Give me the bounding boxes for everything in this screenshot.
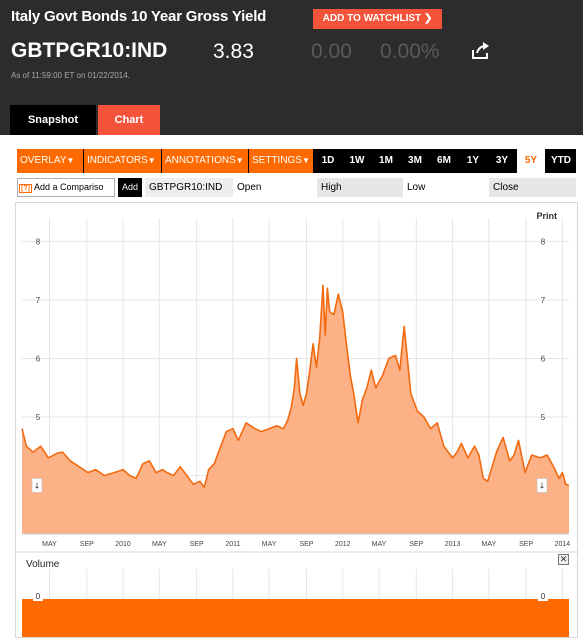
down-arrow-icon: ↓ — [34, 481, 41, 490]
low-field: Low — [403, 178, 489, 197]
volume-bar — [22, 599, 569, 637]
open-field: Open — [233, 178, 315, 197]
high-field: High — [317, 178, 403, 197]
range-5y[interactable]: 5Y — [517, 149, 545, 173]
chevron-down-icon: ▼ — [302, 156, 310, 165]
x-tick-label: 2011 — [225, 541, 240, 548]
y-tick-label: 8 — [541, 237, 546, 246]
volume-tick-right: 0 — [541, 592, 546, 601]
range-1d[interactable]: 1D — [321, 155, 335, 166]
x-tick-label: MAY — [152, 541, 167, 548]
add-compare-button[interactable]: Add — [118, 178, 142, 197]
y-tick-label: 5 — [541, 413, 546, 422]
range-1m[interactable]: 1M — [379, 155, 393, 166]
x-tick-label: MAY — [262, 541, 277, 548]
x-tick-label: MAY — [481, 541, 496, 548]
y-tick-label: 6 — [541, 354, 546, 363]
y-tick-label: 7 — [541, 296, 546, 305]
x-tick-label: SEP — [519, 541, 533, 548]
x-tick-label: SEP — [80, 541, 94, 548]
overlay-menu[interactable]: OVERLAY▼ — [17, 149, 83, 173]
range-3y[interactable]: 3Y — [495, 155, 509, 166]
quote-header: Italy Govt Bonds 10 Year Gross Yield ADD… — [0, 0, 583, 135]
print-button[interactable]: Print — [536, 211, 557, 221]
x-tick-label: MAY — [372, 541, 387, 548]
x-tick-label: MAY — [42, 541, 57, 548]
volume-label: Volume — [26, 559, 60, 570]
indicators-menu-label: INDICATORS — [87, 155, 148, 166]
annotations-menu[interactable]: ANNOTATIONS▼ — [162, 149, 248, 173]
change-percent: 0.00% — [380, 40, 440, 63]
chart-container: 4455667788↓↓MAYSEP2010MAYSEP2011MAYSEP20… — [15, 202, 579, 639]
annotations-menu-label: ANNOTATIONS — [165, 155, 236, 166]
x-tick-label: 2010 — [115, 541, 131, 548]
chevron-down-icon: ▼ — [235, 156, 244, 165]
range-1y[interactable]: 1Y — [466, 155, 480, 166]
price-chart[interactable]: 4455667788↓↓MAYSEP2010MAYSEP2011MAYSEP20… — [16, 203, 579, 639]
help-icon[interactable]: [?] — [19, 184, 32, 193]
y-tick-label: 6 — [36, 354, 41, 363]
timestamp: As of 11:59:00 ET on 01/22/2014. — [11, 71, 130, 80]
share-icon[interactable] — [470, 41, 492, 61]
x-tick-label: SEP — [409, 541, 423, 548]
chevron-down-icon: ▼ — [66, 156, 75, 165]
page-title: Italy Govt Bonds 10 Year Gross Yield — [11, 8, 267, 25]
last-price-marker-right — [536, 478, 548, 493]
y-tick-label: 8 — [36, 237, 41, 246]
volume-tick-right-bg — [538, 590, 548, 601]
range-3m[interactable]: 3M — [408, 155, 422, 166]
chart-toolbar: OVERLAY▼ INDICATORS▼ ANNOTATIONS▼ SETTIN… — [17, 149, 576, 173]
range-1w[interactable]: 1W — [349, 155, 365, 166]
volume-tick-left: 0 — [36, 592, 41, 601]
close-icon[interactable]: ✕ — [558, 554, 569, 565]
settings-menu-label: SETTINGS — [252, 155, 303, 166]
compare-placeholder: Add a Compariso — [33, 182, 104, 192]
series-line — [21, 284, 570, 488]
tab-snapshot[interactable]: Snapshot — [10, 105, 96, 135]
last-price-marker-left — [31, 478, 43, 493]
overlay-menu-label: OVERLAY — [20, 155, 67, 166]
add-to-watchlist-button[interactable]: ADD TO WATCHLIST ❯ — [313, 9, 442, 29]
indicators-menu[interactable]: INDICATORS▼ — [84, 149, 161, 173]
x-tick-label: SEP — [190, 541, 204, 548]
tab-chart[interactable]: Chart — [98, 105, 160, 135]
close-field: Close — [489, 178, 576, 197]
range-ytd[interactable]: YTD — [551, 155, 571, 166]
x-tick-label: 2012 — [335, 541, 351, 548]
compare-input[interactable]: [?] Add a Compariso — [17, 178, 115, 197]
volume-tick-left-bg — [33, 590, 43, 601]
x-tick-label: 2013 — [445, 541, 461, 548]
compare-row: [?] Add a Compariso Add GBTPGR10:IND Open… — [17, 178, 576, 197]
y-tick-label: 7 — [36, 296, 41, 305]
x-tick-label: 2014 — [555, 541, 571, 548]
x-tick-label: SEP — [299, 541, 313, 548]
ticker-symbol: GBTPGR10:IND — [11, 39, 168, 62]
change-value: 0.00 — [311, 40, 352, 63]
price-value: 3.83 — [213, 40, 254, 63]
range-6m[interactable]: 6M — [437, 155, 451, 166]
symbol-field: GBTPGR10:IND — [145, 178, 233, 197]
settings-menu[interactable]: SETTINGS▼ — [249, 149, 313, 173]
chevron-down-icon: ▼ — [147, 156, 156, 165]
down-arrow-icon: ↓ — [539, 481, 546, 490]
y-tick-label: 5 — [36, 413, 41, 422]
